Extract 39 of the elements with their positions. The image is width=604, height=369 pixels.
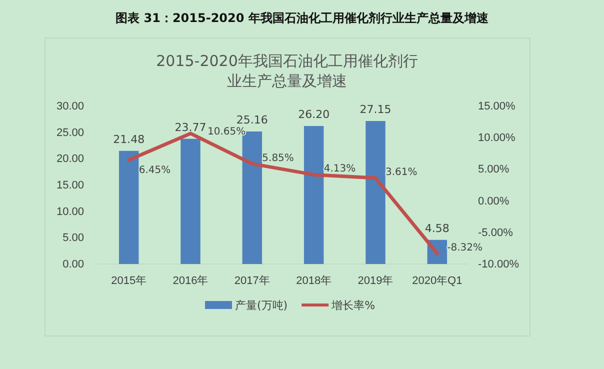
y2-tick-label: 15.00% (478, 100, 516, 113)
data-label: 3.61% (386, 166, 418, 178)
y-tick-label: 15.00 (56, 180, 84, 192)
legend-label: 产量(万吨) (235, 299, 288, 312)
data-label: 26.20 (298, 108, 330, 122)
x-tick-label: 2017年 (234, 274, 270, 287)
bar (304, 126, 324, 264)
y-tick-label: 30.00 (56, 100, 84, 113)
y-tick-label: 10.00 (56, 206, 84, 218)
data-label: 25.16 (236, 113, 268, 126)
data-label: 4.58 (424, 222, 450, 235)
y-tick-label: 20.00 (56, 153, 84, 166)
chart-subtitle: 2015-2020年我国石油化工用催化剂行业生产总量及增速 (156, 52, 418, 90)
data-label: -8.32% (447, 242, 483, 254)
bar (366, 121, 386, 264)
x-tick-label: 2020年Q1 (412, 274, 462, 287)
y2-tick-label: 5.00% (478, 164, 510, 176)
x-tick-label: 2015年 (111, 274, 147, 287)
data-label: 6.45% (138, 165, 171, 176)
x-tick-label: 2016年 (172, 274, 208, 287)
data-label: 5.85% (262, 152, 294, 164)
y2-tick-label: 10.00% (478, 132, 516, 144)
data-label: 4.13% (324, 164, 356, 175)
y-tick-label: 0.00 (62, 258, 84, 271)
data-label: 23.77 (174, 120, 206, 134)
y2-tick-label: -10.00% (478, 258, 520, 271)
chart-title: 图表 31：2015-2020 年我国石油化工用催化剂行业生产总量及增速 (116, 11, 490, 25)
bar (180, 138, 200, 264)
y-tick-label: 25.00 (56, 126, 84, 139)
x-tick-label: 2018年 (296, 274, 332, 287)
y2-tick-label: 0.00% (478, 195, 510, 208)
data-label: 10.65% (208, 126, 246, 138)
data-label: 27.15 (360, 103, 392, 116)
bar (118, 150, 139, 264)
data-label: 21.48 (113, 132, 145, 146)
legend-label: 增长率% (330, 299, 376, 312)
y-tick-label: 5.00 (62, 232, 84, 244)
y2-tick-label: -5.00% (478, 226, 514, 239)
x-tick-label: 2019年 (358, 274, 394, 287)
